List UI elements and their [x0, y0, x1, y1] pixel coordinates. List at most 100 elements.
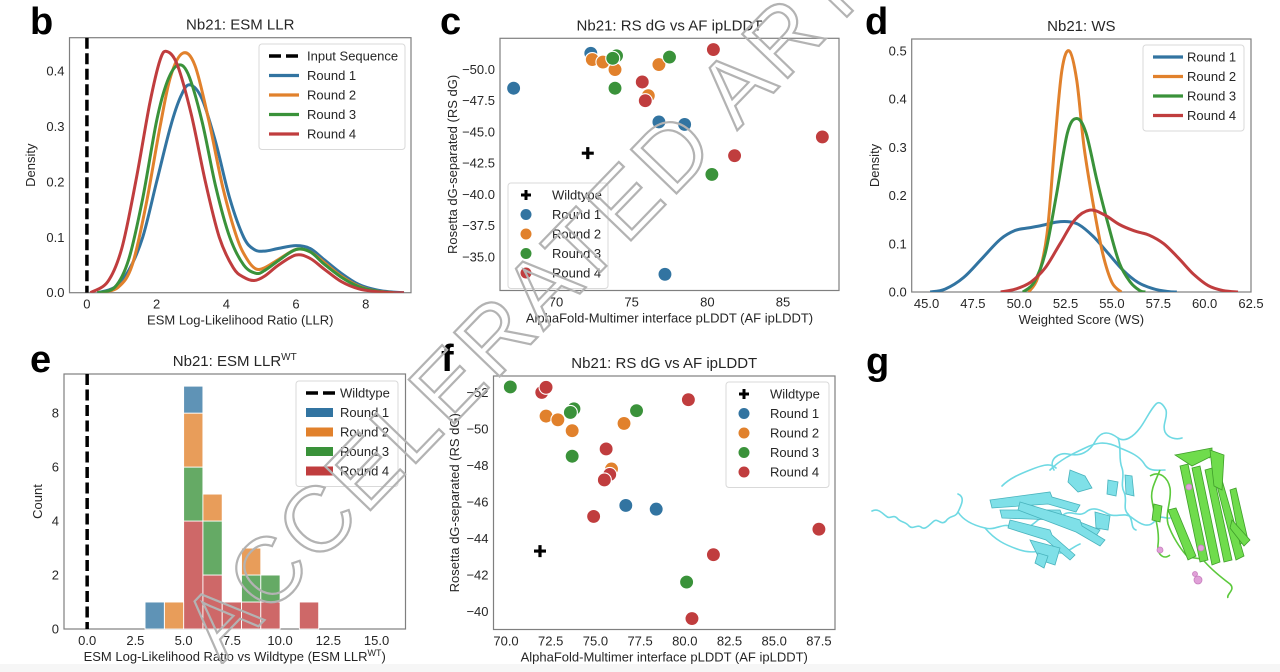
- x-axis-label: AlphaFold-Multimer interface pLDDT (AF i…: [521, 650, 808, 665]
- x-tick-label: 55.0: [1099, 296, 1124, 311]
- bottom-border: [0, 664, 1280, 672]
- x-tick-label: 60.0: [1192, 296, 1217, 311]
- scatter-point-round-3: [679, 574, 695, 590]
- y-tick-label: −40.0: [462, 187, 495, 202]
- y-tick-label: 0.3: [46, 119, 64, 134]
- x-axis-label-suffix: ): [382, 649, 386, 664]
- panel-f-scatter-rsdg-vs-afiplddt: f Nb21: RS dG vs AF ipLDDT 70.0 72.5 75.0 77…: [441, 338, 836, 665]
- legend: Round 1 Round 2 Round 3 Round 4: [1142, 44, 1245, 132]
- scatter-point-round-1: [657, 266, 673, 282]
- x-tick-label: 70.0: [493, 634, 518, 649]
- kde-line-round-4: [89, 49, 405, 293]
- y-tick-label: −50.0: [462, 62, 495, 77]
- legend-item-round-3: Round 3: [738, 445, 819, 460]
- legend-label: Round 1: [1187, 50, 1236, 65]
- scatter-point-round-4: [598, 441, 614, 457]
- histogram-bar-round-3: [183, 466, 204, 522]
- legend-item-round-3: Round 3: [269, 107, 356, 122]
- legend-marker-wildtype: [521, 190, 531, 200]
- x-tick-label: 45.0: [914, 296, 939, 311]
- y-axis-label: Rosetta dG-separated (RS dG): [445, 75, 460, 254]
- histogram-bar-round-3: [260, 574, 281, 603]
- x-tick-label: 0.0: [78, 633, 96, 648]
- y-tick-label: 6: [52, 460, 59, 475]
- scatter-point-round-4: [684, 611, 700, 627]
- x-tick-label: 72.5: [538, 634, 563, 649]
- legend-marker-round-1: [520, 209, 532, 220]
- legend-marker-round-2: [306, 427, 333, 437]
- x-tick-label: 52.5: [1053, 296, 1078, 311]
- scatter-point-round-1: [506, 80, 522, 96]
- legend-item-round-4: Round 4: [269, 127, 356, 142]
- kde-line-round-3: [96, 63, 394, 293]
- legend-item-round-1: Round 1: [1153, 50, 1236, 65]
- scatter-point-round-1: [648, 501, 664, 517]
- plot-frame: [499, 37, 840, 292]
- scatter-point-round-3: [704, 166, 720, 182]
- x-tick-label: 50.0: [1007, 296, 1032, 311]
- y-tick-label: −48: [466, 458, 488, 473]
- kde-line-round-3: [1021, 117, 1146, 292]
- y-tick-label: 4: [52, 514, 59, 529]
- legend-box: [258, 43, 406, 150]
- scatter-point-round-1: [618, 497, 634, 514]
- legend-marker-round-4: [738, 466, 750, 478]
- x-tick-label: 80.0: [672, 634, 697, 649]
- scatter-point-round-3: [607, 80, 623, 96]
- y-tick-label: −40: [466, 604, 488, 619]
- y-tick-label: 0.1: [46, 230, 64, 245]
- panel-letter-f: f: [441, 338, 454, 380]
- y-tick-label: 0.1: [889, 236, 907, 251]
- scatter-point-round-2: [564, 423, 580, 439]
- histogram-bar-round-2: [183, 412, 204, 468]
- legend-box: [295, 380, 399, 487]
- legend-label: Round 3: [307, 107, 356, 122]
- legend: Input Sequence Round 1 Round 2 Round 3 Round…: [258, 43, 406, 150]
- x-tick-label: 15.0: [364, 633, 389, 648]
- scatter-point-round-4: [634, 74, 650, 90]
- x-tick-label: 85: [776, 295, 790, 310]
- legend-marker-round-1: [306, 408, 333, 417]
- scatter-point-wildtype: [533, 545, 546, 558]
- x-tick-label: 7.5: [223, 633, 241, 648]
- legend-marker-round-2: [738, 427, 750, 439]
- legend-box: [1142, 44, 1245, 132]
- interface-residues: [1156, 483, 1205, 585]
- legend-item-round-2: Round 2: [1153, 69, 1236, 84]
- legend-item-round-4: Round 4: [738, 465, 819, 480]
- y-tick-label: 0.0: [889, 285, 907, 300]
- legend-marker-wildtype: [739, 389, 749, 399]
- y-tick-label: −42.5: [462, 156, 495, 171]
- y-tick-label: −47.5: [462, 93, 495, 108]
- panel-letter-c: c: [440, 1, 461, 43]
- y-tick-label: 0.4: [889, 92, 907, 107]
- scatter-point-round-1: [677, 116, 693, 132]
- y-axis-label: Count: [30, 484, 45, 519]
- scatter-point-round-4: [814, 129, 830, 145]
- legend-label: Round 4: [552, 266, 601, 281]
- y-tick-label: 2: [52, 568, 59, 583]
- legend: Wildtype Round 1 Round 2 Round 3 Round 4: [295, 380, 399, 487]
- scatter-point-round-4: [705, 41, 721, 58]
- y-axis-label: Rosetta dG-separated (RS dG): [447, 413, 462, 592]
- x-tick-label: 80: [700, 295, 714, 310]
- y-tick-label: −35.0: [462, 249, 495, 264]
- scatter-point-round-3: [628, 403, 645, 419]
- scatter-point-round-4: [680, 392, 696, 408]
- histogram-bar-round-2: [202, 493, 223, 522]
- kde-line-round-2: [1027, 49, 1123, 292]
- legend-item-round-1: Round 1: [306, 405, 389, 420]
- legend-item-round-2: Round 2: [269, 88, 356, 103]
- legend-label: Round 1: [307, 68, 356, 83]
- legend-box: [725, 381, 830, 488]
- y-tick-label: −50: [466, 421, 488, 436]
- receptor-beta-sheet: [989, 469, 1135, 569]
- panel-letter-b: b: [30, 1, 53, 43]
- scatter-point-round-4: [586, 508, 602, 524]
- legend-label: Wildtype: [770, 387, 820, 402]
- x-tick-label: 5.0: [175, 633, 193, 648]
- legend-label: Round 2: [552, 227, 601, 242]
- legend-label: Round 2: [1187, 69, 1236, 84]
- panel-letter-g: g: [866, 341, 889, 383]
